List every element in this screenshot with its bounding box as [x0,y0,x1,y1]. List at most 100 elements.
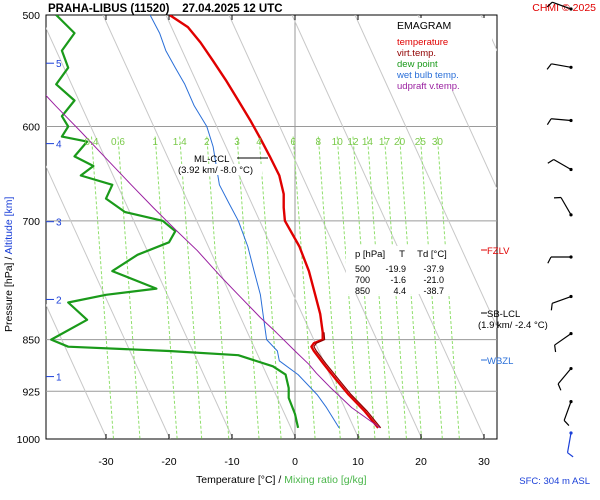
temperature-tick-label: -30 [98,456,113,468]
wind-barb-dot [569,167,573,172]
mixing-ratio-label: 17 [379,137,391,148]
altitude-tick-label: 2 [56,295,62,306]
mlccl-label: ML-CCL [194,154,229,165]
y-axis-label-separator: / [3,254,15,262]
wind-barb-flag [567,452,574,458]
mixing-ratio-label: 0.6 [111,137,125,148]
mixing-ratio-label: 14 [362,137,374,148]
pressure-tick-label: 700 [22,216,40,228]
dry-adiabat [544,15,600,439]
table-cell: -19.9 [385,264,406,274]
legend-item: temperature [397,37,448,48]
mixing-ratio-line [154,136,178,439]
dry-adiabat [46,26,234,439]
series-line-udpraft-v-temp- [46,94,381,429]
wind-barb-flag [546,1,553,8]
x-axis-label: Temperature [°C] / Mixing ratio [g/kg] [196,474,367,486]
wind-barb-dot [569,400,573,404]
temperature-tick-label: -10 [224,456,239,468]
legend-item: virt.temp. [397,48,436,59]
wind-barb-staff [554,333,572,346]
wind-barb-flag [547,256,552,264]
wind-barb-flag [563,420,570,426]
credit-text: CHMI © 2025 [532,2,596,14]
mixing-ratio-label: 0.4 [85,137,99,148]
mixing-ratio-label: 2 [204,137,210,148]
fzlv-label: FZLV [487,246,510,257]
mixing-ratio-label: 30 [432,137,444,148]
table-header-cell: T [399,249,405,260]
dry-adiabat [46,165,171,439]
table-cell: 500 [355,264,370,274]
mixing-ratio-label: 25 [415,137,427,148]
y-axis-label-altitude: Altitude [km] [3,197,15,255]
table-cell: -21.0 [423,275,444,285]
pressure-tick-label: 850 [22,335,40,347]
temperature-tick-label: 30 [478,456,490,468]
mixing-ratio-label: 1.4 [173,137,187,148]
dry-adiabat [46,303,108,439]
wind-barb-dot [569,118,573,123]
table-cell: -37.9 [423,264,444,274]
data-table-bg [346,246,452,294]
wind-barb-dot [569,213,573,217]
wind-barb-dot [569,366,573,371]
surface-altitude: SFC: 304 m ASL [519,476,590,487]
mixing-ratio-line [91,136,115,439]
legend-item: udpraft v.temp. [397,81,460,92]
wind-barb-flag [554,344,557,353]
series-line-dew-point [50,15,300,429]
wind-barb-staff [551,63,572,68]
wind-barb-dot [569,294,573,299]
wind-barb-dot [569,65,573,69]
temperature-tick-label: 20 [415,456,427,468]
wbzl-label: WBZL [487,356,513,367]
wind-barbs [546,1,574,458]
altitude-tick-label: 1 [56,373,62,384]
dry-adiabat [480,15,497,52]
wind-barb-staff [560,197,572,216]
table-cell: -38.7 [423,286,444,296]
mlccl-label-bg [176,164,262,175]
mixing-ratio-label: 8 [316,137,322,148]
wind-barb-staff [566,432,572,453]
mixing-ratio-label: 1 [152,137,158,148]
series-line-temperature [168,15,380,429]
table-cell: -1.6 [390,275,406,285]
wind-barb-flag [550,303,553,311]
mixing-ratio-label: 3 [234,137,240,148]
temperature-tick-label: 10 [352,456,364,468]
dry-adiabat [228,15,423,439]
mixing-ratio-label: 20 [394,137,406,148]
pressure-tick-label: 600 [22,122,40,134]
wind-barb-dot [569,331,573,336]
legend-item: wet bulb temp. [396,70,459,81]
chart-title: PRAHA-LIBUS (11520) 27.04.2025 12 UTC [48,3,283,15]
wind-barb-staff [551,118,572,122]
mixing-ratio-line [236,136,260,439]
wind-barb-flag [546,63,552,70]
dry-adiabat [102,15,297,439]
x-axis-label-separator: / [275,474,284,486]
table-header-cell: Td [°C] [417,249,447,260]
wind-barb-dot [569,255,573,259]
pressure-tick-label: 500 [22,10,40,22]
mixing-ratio-line [258,136,282,439]
altitude-tick-label: 3 [56,218,62,229]
wind-barb-dot [569,431,573,435]
table-cell: 850 [355,286,370,296]
temperature-tick-label: 0 [292,456,298,468]
mixing-ratio-label: 4 [256,137,262,148]
mixing-ratio-line [179,136,203,439]
mixing-ratio-line [206,136,230,439]
table-cell: 700 [355,275,370,285]
wind-barb-staff [563,401,572,421]
series-line-wet-bulb-temp- [149,15,340,429]
mixing-ratio-label: 10 [332,137,344,148]
dry-adiabat [291,15,486,439]
table-header-cell: p [hPa] [355,249,385,260]
wind-barb-staff [552,1,572,10]
mixing-ratio-label: 6 [290,137,296,148]
